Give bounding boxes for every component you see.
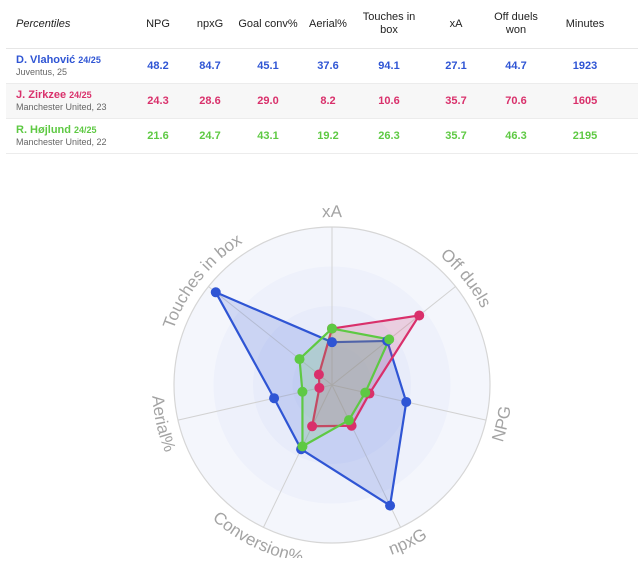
column-header: Aerial% bbox=[309, 17, 347, 30]
stat-value: 46.3 bbox=[505, 130, 527, 142]
stat-value: 48.2 bbox=[147, 60, 169, 72]
player-team: Manchester United, 23 bbox=[16, 102, 107, 112]
data-point bbox=[313, 369, 324, 380]
data-point bbox=[384, 334, 395, 345]
stat-value: 10.6 bbox=[378, 95, 400, 107]
data-point bbox=[307, 421, 318, 432]
player-team: Juventus, 25 bbox=[16, 67, 68, 77]
player-team: Manchester United, 22 bbox=[16, 137, 107, 147]
data-point bbox=[414, 310, 425, 321]
stat-value: 28.6 bbox=[199, 95, 221, 107]
percentiles-table: Percentiles NPG npxG Goal conv% Aerial% Touc… bbox=[6, 0, 638, 154]
stat-value: 35.7 bbox=[445, 95, 467, 107]
stat-value: 24.3 bbox=[147, 95, 169, 107]
player-season: 24/25 bbox=[74, 125, 97, 135]
data-point bbox=[297, 441, 308, 452]
stat-value: 45.1 bbox=[257, 60, 279, 72]
stat-value: 24.7 bbox=[199, 130, 221, 142]
player-cell: J. Zirkzee 24/25 Manchester United, 23 bbox=[16, 84, 136, 118]
stat-value: 2195 bbox=[572, 130, 598, 142]
table-row[interactable]: J. Zirkzee 24/25 Manchester United, 23 24.3… bbox=[6, 84, 638, 119]
column-header: Off duels won bbox=[494, 11, 538, 36]
data-point bbox=[343, 415, 354, 426]
data-point bbox=[297, 386, 308, 397]
stat-value: 19.2 bbox=[317, 130, 339, 142]
series-area bbox=[298, 327, 391, 448]
table-row[interactable]: R. Højlund 24/25 Manchester United, 22 21.6… bbox=[6, 119, 638, 154]
axis-label-text: xA bbox=[322, 202, 343, 221]
player-name[interactable]: R. Højlund bbox=[16, 124, 71, 136]
stat-value: 21.6 bbox=[147, 130, 169, 142]
series-area bbox=[214, 291, 408, 507]
stat-value: 84.7 bbox=[199, 60, 221, 72]
stat-value: 70.6 bbox=[505, 95, 527, 107]
radar-chart: xA Off duels NPG npxG Conversion% Aerial% Touc… bbox=[0, 175, 640, 563]
stat-value: 8.2 bbox=[320, 95, 336, 107]
radar-spoke bbox=[331, 286, 456, 386]
player-season: 24/25 bbox=[69, 90, 92, 100]
column-header: Minutes bbox=[565, 17, 605, 30]
stat-value: 43.1 bbox=[257, 130, 279, 142]
axis-label: NPG bbox=[488, 405, 515, 444]
column-header: NPG bbox=[146, 17, 170, 30]
table-row[interactable]: D. Vlahović 24/25 Juventus, 25 48.2 84.7 45.1… bbox=[6, 49, 638, 84]
player-name[interactable]: J. Zirkzee bbox=[16, 89, 67, 101]
data-point bbox=[327, 323, 337, 334]
stat-value: 37.6 bbox=[317, 60, 339, 72]
stat-value: 29.0 bbox=[257, 95, 279, 107]
data-point bbox=[327, 337, 337, 348]
data-point bbox=[401, 396, 412, 407]
data-point bbox=[294, 354, 305, 365]
stat-value: 27.1 bbox=[445, 60, 467, 72]
percentiles-label: Percentiles bbox=[16, 17, 71, 30]
axis-label-text: NPG bbox=[488, 405, 515, 444]
stat-value: 26.3 bbox=[378, 130, 400, 142]
data-point bbox=[360, 387, 371, 398]
column-header: xA bbox=[449, 17, 463, 30]
player-cell: D. Vlahović 24/25 Juventus, 25 bbox=[16, 49, 136, 83]
stat-value: 35.7 bbox=[445, 130, 467, 142]
data-point bbox=[385, 500, 396, 511]
column-header: Goal conv% bbox=[238, 17, 298, 30]
player-season: 24/25 bbox=[78, 55, 101, 65]
radar-spoke bbox=[262, 384, 333, 528]
radar-spoke bbox=[208, 286, 333, 386]
data-point bbox=[269, 393, 280, 404]
player-cell: R. Højlund 24/25 Manchester United, 22 bbox=[16, 119, 136, 153]
column-header: Touches in box bbox=[362, 11, 416, 36]
stat-value: 1923 bbox=[572, 60, 598, 72]
player-name[interactable]: D. Vlahović bbox=[16, 54, 76, 66]
stat-value: 44.7 bbox=[505, 60, 527, 72]
data-point bbox=[314, 382, 325, 393]
stat-value: 94.1 bbox=[378, 60, 400, 72]
column-header: npxG bbox=[196, 17, 224, 30]
axis-label: xA bbox=[322, 202, 343, 221]
stat-value: 1605 bbox=[572, 95, 598, 107]
data-point bbox=[210, 287, 221, 298]
table-header: Percentiles NPG npxG Goal conv% Aerial% Touc… bbox=[6, 0, 638, 49]
